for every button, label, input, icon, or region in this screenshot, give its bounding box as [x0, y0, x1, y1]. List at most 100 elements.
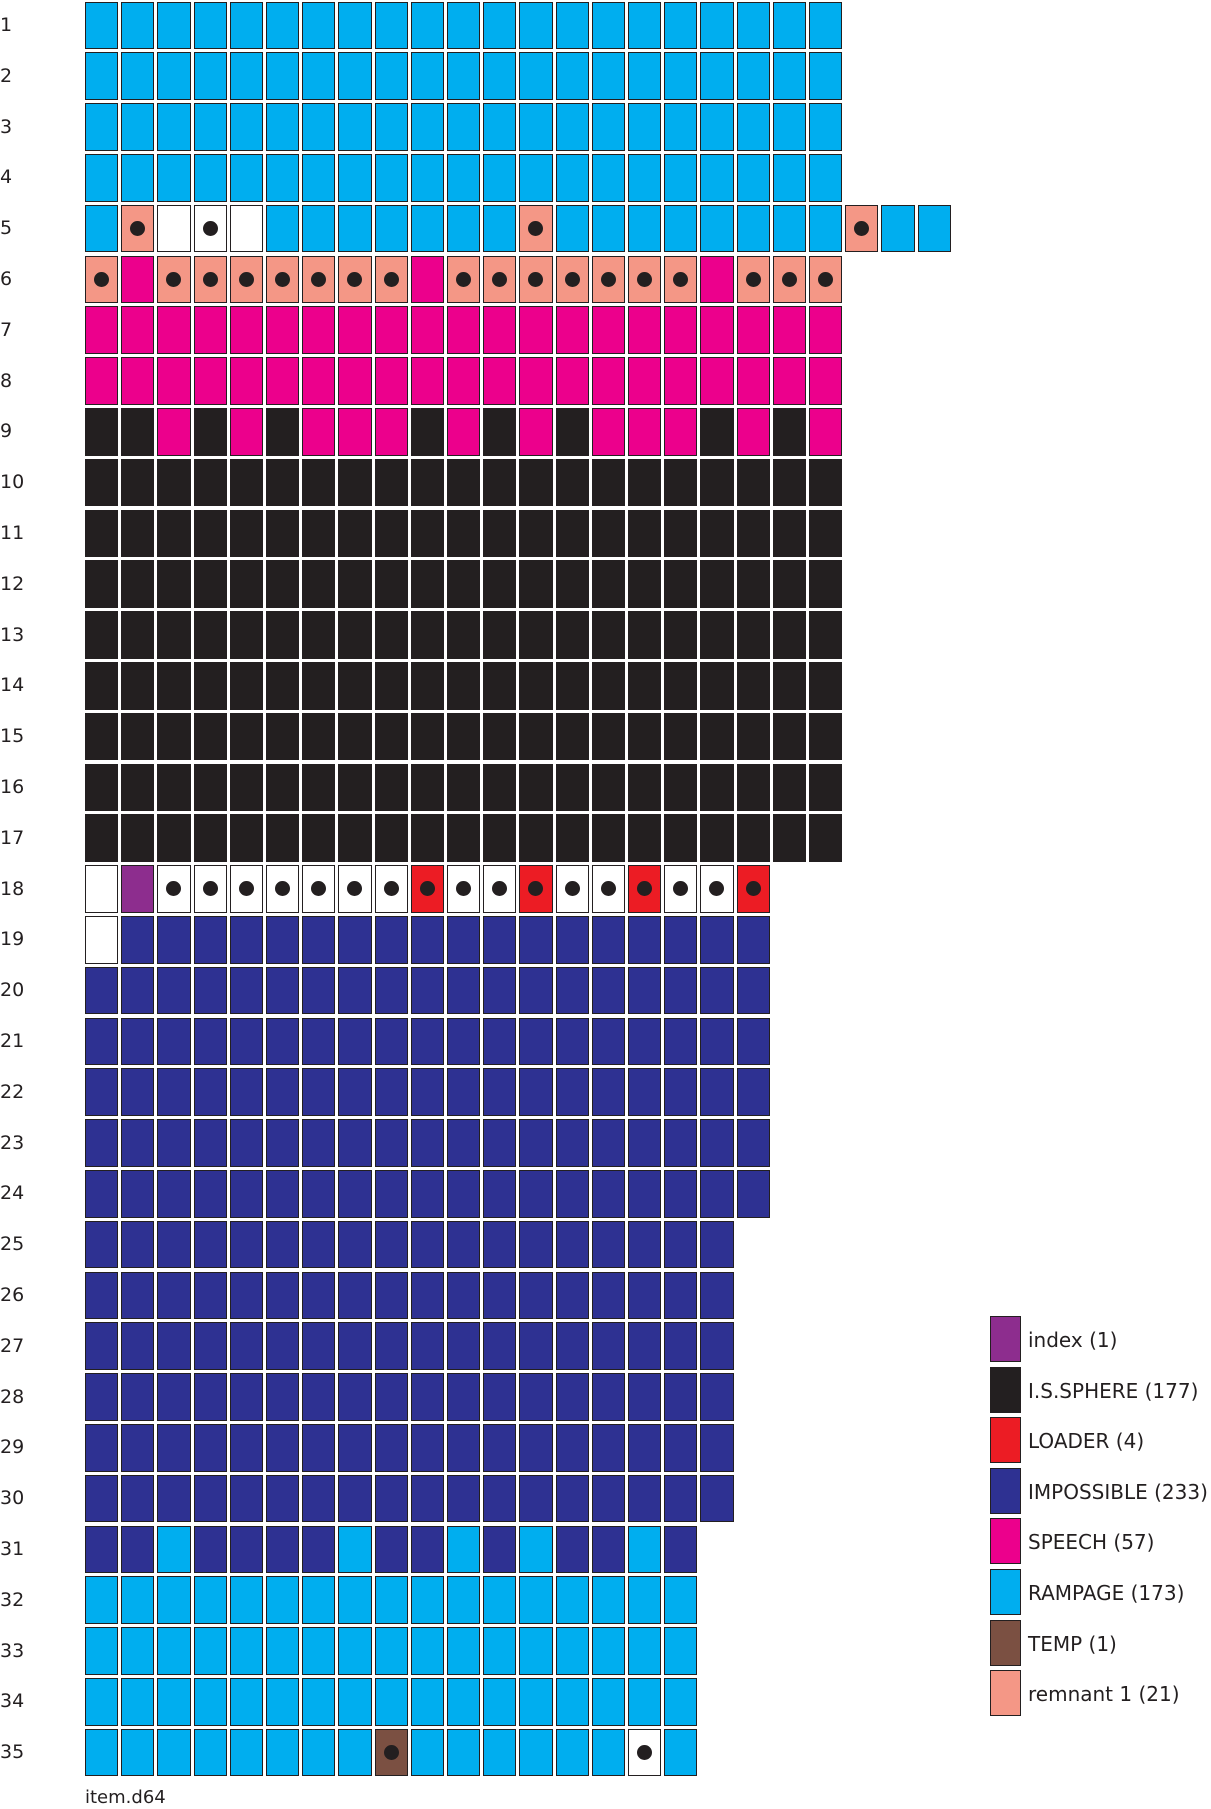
block-cell [374, 1627, 408, 1675]
block-cell [664, 1677, 698, 1726]
block-cell [664, 1728, 698, 1777]
block-cell [664, 458, 698, 507]
block-cell [591, 306, 625, 355]
block-cell [157, 1525, 191, 1574]
block-cell [628, 560, 662, 609]
block-cell [302, 1017, 336, 1066]
block-cell [628, 611, 662, 659]
block-cell [591, 103, 625, 151]
block-cell [628, 153, 662, 202]
block-cell [157, 1017, 191, 1066]
block-cell [157, 865, 191, 913]
block-cell [628, 1, 662, 50]
block-cell [809, 661, 843, 710]
dot-marker-icon [456, 881, 472, 897]
block-cell [410, 1271, 444, 1320]
block-cell [266, 1322, 300, 1371]
block-cell [591, 1, 625, 50]
block-cell [157, 103, 191, 151]
block-cell [338, 1525, 372, 1574]
block-cell [483, 1728, 517, 1777]
block-cell [374, 661, 408, 710]
block-cell [591, 1525, 625, 1574]
block-cell [809, 204, 843, 253]
block-cell [121, 865, 155, 913]
block-cell [555, 1169, 589, 1218]
block-cell [302, 103, 336, 151]
block-cell [121, 1728, 155, 1777]
block-cell [555, 1220, 589, 1269]
block-cell [338, 865, 372, 913]
block-cell [302, 1525, 336, 1574]
block-cell [591, 1169, 625, 1218]
block-cell [157, 204, 191, 253]
block-cell [628, 966, 662, 1015]
block-cell [229, 712, 263, 761]
block-cell [85, 966, 119, 1015]
block-cell [374, 966, 408, 1015]
dot-marker-icon [202, 271, 218, 287]
block-cell [591, 204, 625, 253]
block-cell [555, 1677, 589, 1726]
block-cell [374, 407, 408, 456]
block-cell [483, 255, 517, 304]
row-label: 28 [0, 1385, 25, 1408]
block-cell [519, 52, 553, 101]
block-cell [374, 611, 408, 659]
block-cell [157, 458, 191, 507]
block-cell [628, 509, 662, 558]
block-cell [410, 915, 444, 964]
block-cell [483, 1627, 517, 1675]
block-cell [772, 52, 806, 101]
block-cell [302, 1169, 336, 1218]
block-cell [700, 763, 734, 812]
block-cell [700, 712, 734, 761]
block-cell [447, 407, 481, 456]
dot-marker-icon [492, 881, 508, 897]
block-cell [193, 1525, 227, 1574]
block-cell [85, 1220, 119, 1269]
dot-marker-icon [311, 271, 327, 287]
block-cell [229, 407, 263, 456]
block-cell [229, 1423, 263, 1472]
dot-marker-icon [202, 881, 218, 897]
block-cell [302, 966, 336, 1015]
block-cell [302, 1271, 336, 1320]
row-label: 29 [0, 1436, 25, 1459]
block-cell [157, 509, 191, 558]
block-cell [193, 611, 227, 659]
block-cell [157, 661, 191, 710]
block-cell [121, 763, 155, 812]
block-cell [410, 1525, 444, 1574]
block-cell [302, 1220, 336, 1269]
dot-marker-icon [781, 271, 797, 287]
block-cell [410, 966, 444, 1015]
block-cell [374, 153, 408, 202]
block-cell [338, 966, 372, 1015]
block-cell [302, 407, 336, 456]
block-cell [374, 560, 408, 609]
block-cell [121, 1119, 155, 1167]
block-cell [809, 458, 843, 507]
block-cell [555, 1119, 589, 1167]
block-cell [410, 560, 444, 609]
block-cell [229, 1068, 263, 1117]
block-cell [121, 1576, 155, 1625]
row-label: 35 [0, 1741, 25, 1764]
block-cell [229, 103, 263, 151]
block-cell [374, 1017, 408, 1066]
block-cell [555, 865, 589, 913]
block-cell [410, 357, 444, 405]
block-cell [664, 560, 698, 609]
row-label: 18 [0, 877, 25, 900]
block-cell [628, 1322, 662, 1371]
block-cell [591, 1576, 625, 1625]
block-cell [519, 204, 553, 253]
block-cell [229, 865, 263, 913]
block-cell [700, 306, 734, 355]
legend-label: RAMPAGE (173) [1028, 1581, 1185, 1605]
legend-swatch [990, 1619, 1021, 1666]
block-cell [628, 255, 662, 304]
legend-swatch [990, 1366, 1021, 1413]
block-cell [555, 255, 589, 304]
